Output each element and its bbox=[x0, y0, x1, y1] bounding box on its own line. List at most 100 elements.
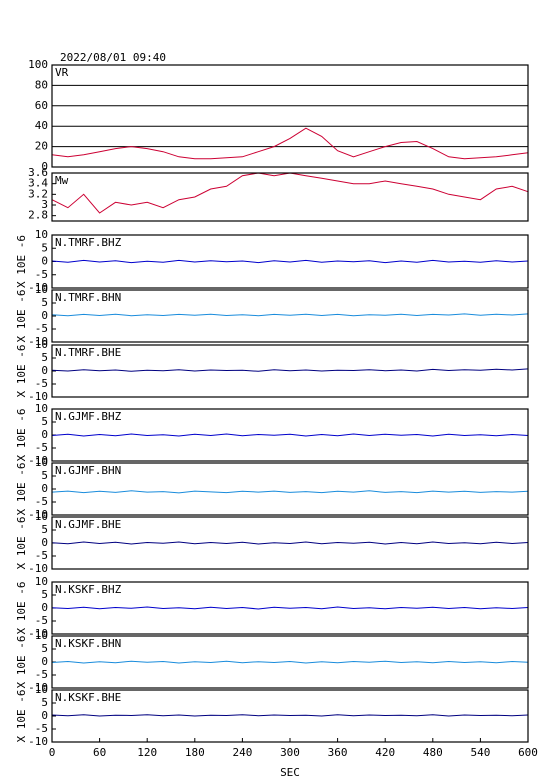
series-line bbox=[51, 313, 529, 317]
y-tick-label: 2.8 bbox=[28, 209, 48, 222]
y-axis-label: X 10E -6 bbox=[15, 517, 28, 570]
y-tick-label: 5 bbox=[41, 241, 48, 254]
panel-label: N.TMRF.BHZ bbox=[55, 236, 122, 249]
y-tick-label: -10 bbox=[28, 454, 48, 467]
x-tick-label: 540 bbox=[470, 746, 490, 759]
y-tick-label: 10 bbox=[35, 456, 48, 469]
panel-frame bbox=[51, 516, 529, 570]
y-tick-label: 0 bbox=[41, 655, 48, 668]
y-tick-label: 10 bbox=[35, 283, 48, 296]
series-line bbox=[51, 541, 529, 545]
series-line bbox=[51, 127, 529, 160]
y-tick-label: -10 bbox=[28, 390, 48, 403]
y-tick-label: 5 bbox=[41, 696, 48, 709]
panel-label: N.TMRF.BHE bbox=[55, 346, 121, 359]
y-tick-label: 10 bbox=[35, 629, 48, 642]
chart-title: 2022/08/01 09:40 bbox=[60, 51, 166, 64]
panel-frame bbox=[51, 581, 529, 635]
y-axis-label: X 10E -6 bbox=[15, 690, 28, 743]
x-tick-label: 0 bbox=[49, 746, 56, 759]
x-axis-label: SEC bbox=[280, 766, 300, 779]
panel-frame bbox=[51, 234, 529, 289]
y-tick-label: -10 bbox=[28, 281, 48, 294]
y-tick-label: 20 bbox=[35, 140, 48, 153]
panel-frame bbox=[51, 64, 529, 168]
y-tick-label: 0 bbox=[41, 482, 48, 495]
y-tick-label: 10 bbox=[35, 510, 48, 523]
y-tick-label: 0 bbox=[41, 709, 48, 722]
series-line bbox=[51, 433, 529, 437]
y-tick-label: 0 bbox=[41, 364, 48, 377]
x-tick-label: 600 bbox=[518, 746, 538, 759]
y-axis-label: X 10E -6 bbox=[15, 636, 28, 689]
y-axis-label: X 10E -6 bbox=[15, 235, 28, 288]
y-tick-label: 60 bbox=[35, 99, 48, 112]
y-tick-label: 5 bbox=[41, 523, 48, 536]
series-line bbox=[51, 660, 529, 664]
y-tick-label: 0 bbox=[41, 309, 48, 322]
x-tick-label: 420 bbox=[375, 746, 395, 759]
panel-frame bbox=[51, 462, 529, 516]
y-tick-label: -10 bbox=[28, 681, 48, 694]
y-tick-label: -5 bbox=[35, 322, 48, 335]
panel-label: N.GJMF.BHN bbox=[55, 464, 121, 477]
y-tick-label: 100 bbox=[28, 58, 48, 71]
y-tick-label: -5 bbox=[35, 722, 48, 735]
panel-label: N.KSKF.BHZ bbox=[55, 583, 122, 596]
panel-label: VR bbox=[55, 66, 69, 79]
y-tick-label: 5 bbox=[41, 469, 48, 482]
y-tick-label: -5 bbox=[35, 668, 48, 681]
panel-frame bbox=[51, 344, 529, 398]
series-line bbox=[51, 172, 529, 214]
panel-frame bbox=[51, 635, 529, 689]
y-tick-label: 5 bbox=[41, 351, 48, 364]
panel-label: N.GJMF.BHE bbox=[55, 518, 121, 531]
y-axis-label: X 10E -6 bbox=[15, 290, 28, 343]
series-line bbox=[51, 490, 529, 494]
y-tick-label: -5 bbox=[35, 377, 48, 390]
y-tick-label: 3.2 bbox=[28, 187, 48, 200]
panel-frame bbox=[51, 408, 529, 462]
y-tick-label: 0 bbox=[41, 601, 48, 614]
y-tick-label: 10 bbox=[35, 575, 48, 588]
y-tick-label: 0 bbox=[41, 428, 48, 441]
series-line bbox=[51, 714, 529, 717]
y-tick-label: 10 bbox=[35, 338, 48, 351]
y-tick-label: 3.4 bbox=[28, 177, 48, 190]
y-tick-label: -10 bbox=[28, 508, 48, 521]
panel-label: N.GJMF.BHZ bbox=[55, 410, 122, 423]
y-axis-label: X 10E -6 bbox=[15, 409, 28, 462]
y-tick-label: 0 bbox=[41, 536, 48, 549]
y-tick-label: 5 bbox=[41, 296, 48, 309]
x-tick-label: 480 bbox=[423, 746, 443, 759]
y-axis-label: X 10E -6 bbox=[15, 463, 28, 516]
x-tick-label: 300 bbox=[280, 746, 300, 759]
y-tick-label: 5 bbox=[41, 588, 48, 601]
y-tick-label: 40 bbox=[35, 119, 48, 132]
x-tick-label: 180 bbox=[185, 746, 205, 759]
panel-frame bbox=[51, 172, 529, 222]
y-axis-label: X 10E -6 bbox=[15, 345, 28, 398]
series-line bbox=[51, 368, 529, 372]
y-tick-label: 3 bbox=[41, 198, 48, 211]
y-tick-label: -10 bbox=[28, 335, 48, 348]
panel-label: N.KSKF.BHN bbox=[55, 637, 121, 650]
y-tick-label: -5 bbox=[35, 549, 48, 562]
x-tick-label: 120 bbox=[137, 746, 157, 759]
y-tick-label: 5 bbox=[41, 415, 48, 428]
y-axis-label: X 10E -6 bbox=[15, 582, 28, 635]
y-tick-label: -5 bbox=[35, 614, 48, 627]
y-tick-label: -10 bbox=[28, 735, 48, 748]
panel-label: N.TMRF.BHN bbox=[55, 291, 121, 304]
y-tick-label: 10 bbox=[35, 402, 48, 415]
x-tick-label: 360 bbox=[328, 746, 348, 759]
y-tick-label: -5 bbox=[35, 441, 48, 454]
x-tick-label: 240 bbox=[232, 746, 252, 759]
y-tick-label: 10 bbox=[35, 228, 48, 241]
series-line bbox=[51, 606, 529, 610]
y-tick-label: 3.6 bbox=[28, 166, 48, 179]
y-tick-label: -5 bbox=[35, 268, 48, 281]
panel-label: N.KSKF.BHE bbox=[55, 691, 121, 704]
y-tick-label: 80 bbox=[35, 78, 48, 91]
